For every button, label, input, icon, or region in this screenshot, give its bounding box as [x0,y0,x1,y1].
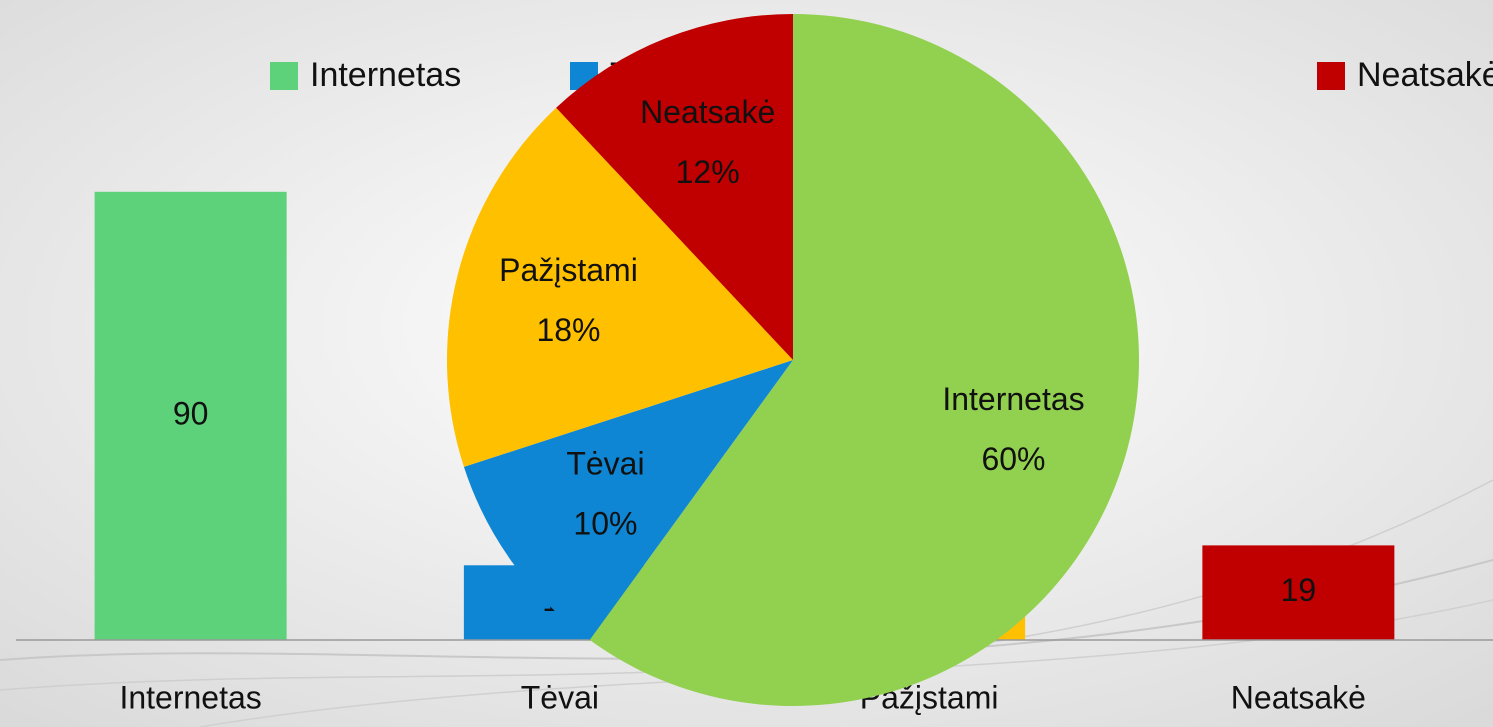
bar-value-label: 19 [1281,572,1317,608]
legend-swatch [270,62,298,90]
pie-category-label: Neatsakė [640,94,775,130]
pie-slice [447,107,793,467]
bar-value-label: 90 [173,395,209,431]
pie-value-label: 10% [573,506,637,542]
pie-value-label: 18% [536,312,600,348]
pie-category-label: Pažįstami [499,252,638,288]
legend-swatch [1317,62,1345,90]
pie-category-label: Tėvai [566,446,644,482]
legend-label: Internetas [310,56,461,94]
x-tick-label: Neatsakė [1231,679,1366,715]
bar [1202,545,1395,640]
pie-value-label: 12% [676,154,740,190]
x-tick-label: Internetas [119,679,261,715]
pie-category-label: Internetas [942,381,1084,417]
x-tick-label: Tėvai [521,679,599,715]
pie-slice [556,14,793,360]
pie-value-label: 60% [981,441,1045,477]
bar [94,191,287,641]
pie-slice [589,14,1139,706]
pie-slice [463,360,793,640]
legend-label: Neatsakė [1357,56,1493,94]
